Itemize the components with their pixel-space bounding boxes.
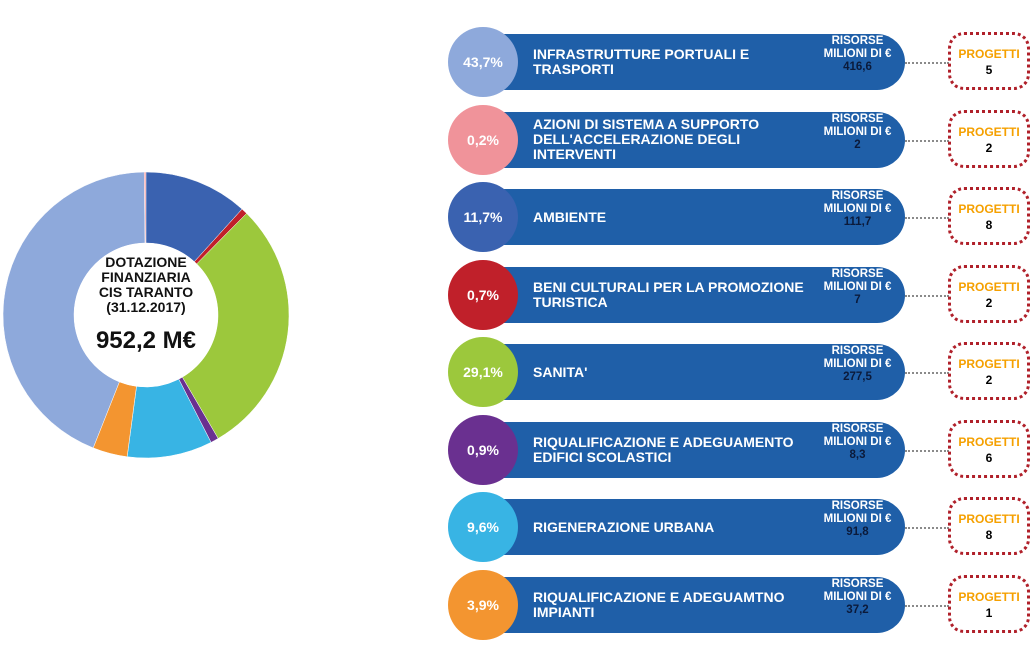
category-label: RIQUALIFICAZIONE E ADEGUAMENTO EDIFICI S… bbox=[533, 433, 794, 465]
category-label: AZIONI DI SISTEMA A SUPPORTO DELL'ACCELE… bbox=[533, 116, 760, 162]
resources: RISORSE MILIONI DI €37,2 bbox=[810, 578, 905, 632]
center-label: DOTAZIONE bbox=[105, 254, 186, 270]
connector bbox=[905, 527, 949, 529]
connector bbox=[905, 217, 949, 219]
percent-circle: 0,7% bbox=[448, 259, 518, 330]
resources-caption: MILIONI DI € bbox=[823, 590, 892, 603]
projects-box: PROGETTI 5 bbox=[948, 32, 1030, 90]
category-label: INFRASTRUTTURE PORTUALI E TRASPORTI bbox=[533, 46, 750, 77]
connector bbox=[905, 449, 949, 452]
resources-value: 416,6 bbox=[843, 61, 872, 73]
projects-box: PROGETTI 6 bbox=[948, 419, 1030, 478]
resources-caption: RISORSE bbox=[831, 35, 884, 47]
projects-box: PROGETTI 2 bbox=[948, 342, 1030, 400]
resources-caption: RISORSE bbox=[831, 577, 884, 590]
resources-value: 277,5 bbox=[843, 371, 872, 383]
percent-circle: 0,2% bbox=[448, 104, 518, 175]
resources: RISORSE MILIONI DI €8,3 bbox=[810, 423, 905, 477]
category-bar bbox=[483, 34, 905, 90]
center-label: FINANZIARIA bbox=[101, 269, 190, 285]
connector bbox=[905, 62, 949, 64]
projects-count: 8 bbox=[985, 528, 993, 542]
category-bar bbox=[483, 111, 905, 168]
resources-value: 37,2 bbox=[846, 603, 869, 616]
center-label: CIS TARANTO bbox=[99, 284, 193, 300]
projects-count: 2 bbox=[985, 295, 993, 310]
projects-caption: PROGETTI bbox=[958, 512, 1020, 526]
resources: RISORSE MILIONI DI €91,8 bbox=[810, 500, 905, 554]
percent-circle: 3,9% bbox=[448, 569, 518, 640]
percent-circle: 9,6% bbox=[448, 492, 518, 562]
projects-count: 2 bbox=[985, 140, 993, 155]
projects-count: 5 bbox=[985, 63, 993, 77]
projects-count: 6 bbox=[985, 450, 993, 465]
projects-box: PROGETTI 1 bbox=[948, 574, 1030, 633]
resources-value: 8,3 bbox=[849, 448, 866, 461]
connector bbox=[905, 604, 949, 607]
projects-box: PROGETTI 8 bbox=[948, 497, 1030, 555]
projects-box: PROGETTI 2 bbox=[948, 264, 1030, 323]
projects-caption: PROGETTI bbox=[958, 434, 1020, 449]
category-bar bbox=[483, 576, 905, 633]
resources-caption: MILIONI DI € bbox=[823, 280, 892, 293]
category-label: AMBIENTE bbox=[533, 208, 607, 225]
projects-box: PROGETTI 8 bbox=[948, 187, 1030, 245]
resources: RISORSE MILIONI DI €416,6 bbox=[810, 35, 905, 89]
percent-circle: 11,7% bbox=[448, 182, 518, 252]
category-bar bbox=[483, 189, 905, 245]
projects-caption: PROGETTI bbox=[958, 47, 1020, 61]
donut-hole bbox=[74, 243, 218, 387]
category-bar bbox=[483, 344, 905, 400]
connector bbox=[905, 294, 949, 297]
category-label: BENI CULTURALI PER LA PROMOZIONE TURISTI… bbox=[533, 278, 804, 310]
resources-value: 111,7 bbox=[843, 216, 872, 228]
resources-caption: MILIONI DI € bbox=[823, 513, 892, 525]
projects-count: 2 bbox=[985, 373, 993, 387]
resources-caption: RISORSE bbox=[831, 422, 884, 435]
category-label: RIQUALIFICAZIONE E ADEGUAMTNO IMPIANTI bbox=[533, 588, 785, 620]
resources-caption: MILIONI DI € bbox=[823, 125, 892, 138]
resources: RISORSE MILIONI DI €2 bbox=[810, 113, 905, 167]
projects-box: PROGETTI 2 bbox=[948, 109, 1030, 168]
resources-caption: RISORSE bbox=[831, 190, 884, 202]
center-value: 952,2 M€ bbox=[96, 327, 196, 354]
center-label: (31.12.2017) bbox=[106, 299, 185, 315]
connector bbox=[905, 139, 949, 142]
category-label: SANITA' bbox=[533, 363, 588, 380]
percent-circle: 0,9% bbox=[448, 414, 518, 485]
resources: RISORSE MILIONI DI €7 bbox=[810, 268, 905, 322]
percent-circle: 29,1% bbox=[448, 337, 518, 407]
resources-caption: MILIONI DI € bbox=[823, 358, 892, 370]
resources-caption: RISORSE bbox=[831, 112, 884, 125]
resources-value: 7 bbox=[854, 293, 861, 306]
projects-caption: PROGETTI bbox=[958, 124, 1020, 139]
projects-count: 1 bbox=[985, 605, 993, 620]
projects-caption: PROGETTI bbox=[958, 357, 1020, 371]
category-bar bbox=[483, 421, 905, 478]
resources-caption: RISORSE bbox=[831, 345, 884, 357]
connector bbox=[905, 372, 949, 374]
category-bar bbox=[483, 266, 905, 323]
projects-caption: PROGETTI bbox=[958, 202, 1020, 216]
resources-caption: MILIONI DI € bbox=[823, 435, 892, 448]
projects-caption: PROGETTI bbox=[958, 279, 1020, 294]
resources-caption: MILIONI DI € bbox=[823, 48, 892, 60]
resources-caption: RISORSE bbox=[831, 500, 884, 512]
resources-caption: RISORSE bbox=[831, 267, 884, 280]
projects-count: 8 bbox=[985, 218, 993, 232]
category-bar bbox=[483, 499, 905, 555]
resources: RISORSE MILIONI DI €111,7 bbox=[810, 190, 905, 244]
projects-caption: PROGETTI bbox=[958, 589, 1020, 604]
resources-value: 91,8 bbox=[846, 526, 869, 538]
resources-value: 2 bbox=[854, 138, 861, 151]
resources: RISORSE MILIONI DI €277,5 bbox=[810, 345, 905, 399]
percent-circle: 43,7% bbox=[448, 27, 518, 97]
resources-caption: MILIONI DI € bbox=[823, 203, 892, 215]
category-label: RIGENERAZIONE URBANA bbox=[533, 518, 715, 535]
